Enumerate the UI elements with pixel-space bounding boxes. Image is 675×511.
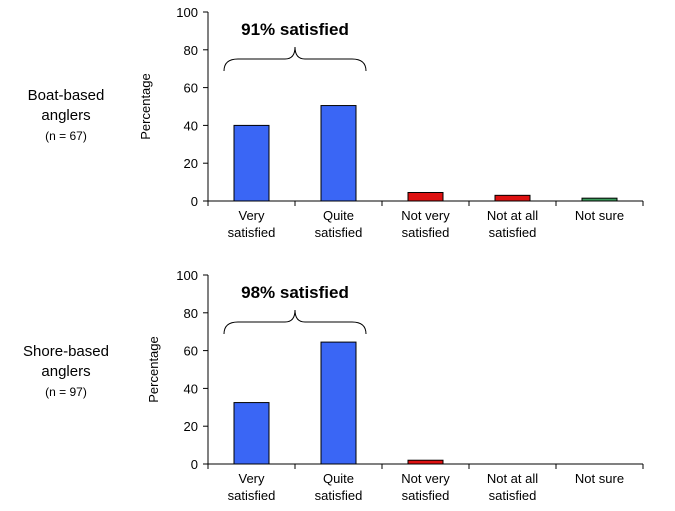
y-tick-label: 100 [176,268,198,283]
x-tick-label: Quite [323,471,354,486]
satisfied-annotation: 98% satisfied [241,283,349,302]
x-tick-label: satisfied [315,488,363,503]
y-tick-label: 20 [184,419,198,434]
y-tick-label: 40 [184,381,198,396]
satisfied-brace [223,46,367,72]
x-tick-label: Quite [323,208,354,223]
group-sample-size: (n = 67) [45,129,87,143]
x-tick-label: satisfied [402,488,450,503]
y-tick-label: 80 [184,43,198,58]
y-tick-label: 40 [184,118,198,133]
x-tick-label: Not at all [487,471,538,486]
x-tick-label: Not sure [575,208,624,223]
bar [233,124,270,202]
x-tick-label: satisfied [402,225,450,240]
bar [407,459,444,465]
y-tick-label: 60 [184,81,198,96]
x-tick-label: satisfied [489,488,537,503]
y-tick-label: 60 [184,344,198,359]
x-tick-label: satisfied [315,225,363,240]
y-axis-label: Percentage [138,73,153,140]
bar [233,402,270,465]
group-label: anglers [41,363,90,380]
y-axis-label: Percentage [146,336,161,403]
bar [581,197,618,202]
y-tick-label: 100 [176,5,198,20]
x-tick-label: Not very [401,208,450,223]
group-sample-size: (n = 97) [45,385,87,399]
x-tick-label: Not sure [575,471,624,486]
satisfied-annotation: 91% satisfied [241,20,349,39]
bar [494,194,531,202]
satisfied-brace [223,309,367,335]
x-tick-label: satisfied [228,225,276,240]
bar [320,105,357,202]
x-tick-label: Not very [401,471,450,486]
group-label: anglers [41,107,90,124]
bar [320,341,357,465]
y-tick-label: 0 [191,194,198,209]
x-tick-label: satisfied [228,488,276,503]
x-tick-label: satisfied [489,225,537,240]
x-tick-label: Very [238,208,265,223]
y-tick-label: 0 [191,457,198,472]
y-tick-label: 20 [184,156,198,171]
x-tick-label: Not at all [487,208,538,223]
y-tick-label: 80 [184,306,198,321]
group-label: Shore-based [23,343,109,360]
bar [407,191,444,202]
x-tick-label: Very [238,471,265,486]
group-label: Boat-based [28,87,105,104]
